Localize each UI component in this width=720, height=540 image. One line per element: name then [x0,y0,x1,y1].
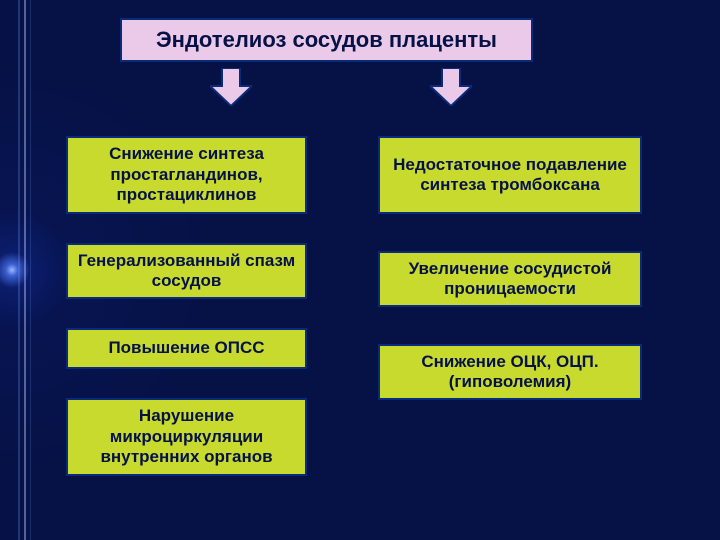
node-text: Снижение ОЦК, ОЦП. (гиповолемия) [388,352,632,393]
node-text: Нарушение микроциркуляции внутренних орг… [76,406,297,467]
right_column-node: Недостаточное подавление синтеза тромбок… [378,136,642,214]
node-text: Генерализованный спазм сосудов [76,251,297,292]
left_column-node: Снижение синтеза простагландинов, проста… [66,136,307,214]
right_column-node: Увеличение сосудистой проницаемости [378,251,642,307]
left_column-node: Генерализованный спазм сосудов [66,243,307,299]
right_column-node: Снижение ОЦК, ОЦП. (гиповолемия) [378,344,642,400]
left_column-node: Повышение ОПСС [66,328,307,369]
decor-line [24,0,26,540]
left_column-node: Нарушение микроциркуляции внутренних орг… [66,398,307,476]
title-box: Эндотелиоз сосудов плаценты [120,18,533,62]
node-text: Увеличение сосудистой проницаемости [388,259,632,300]
arrow-down-icon [430,68,472,106]
arrow-down-icon [210,68,252,106]
decor-line [30,0,31,540]
slide-root: Эндотелиоз сосудов плаценты Снижение син… [0,0,720,540]
node-text: Повышение ОПСС [108,338,264,358]
decor-line [18,0,20,540]
title-text: Эндотелиоз сосудов плаценты [156,27,497,53]
node-text: Снижение синтеза простагландинов, проста… [76,144,297,205]
node-text: Недостаточное подавление синтеза тромбок… [388,155,632,196]
